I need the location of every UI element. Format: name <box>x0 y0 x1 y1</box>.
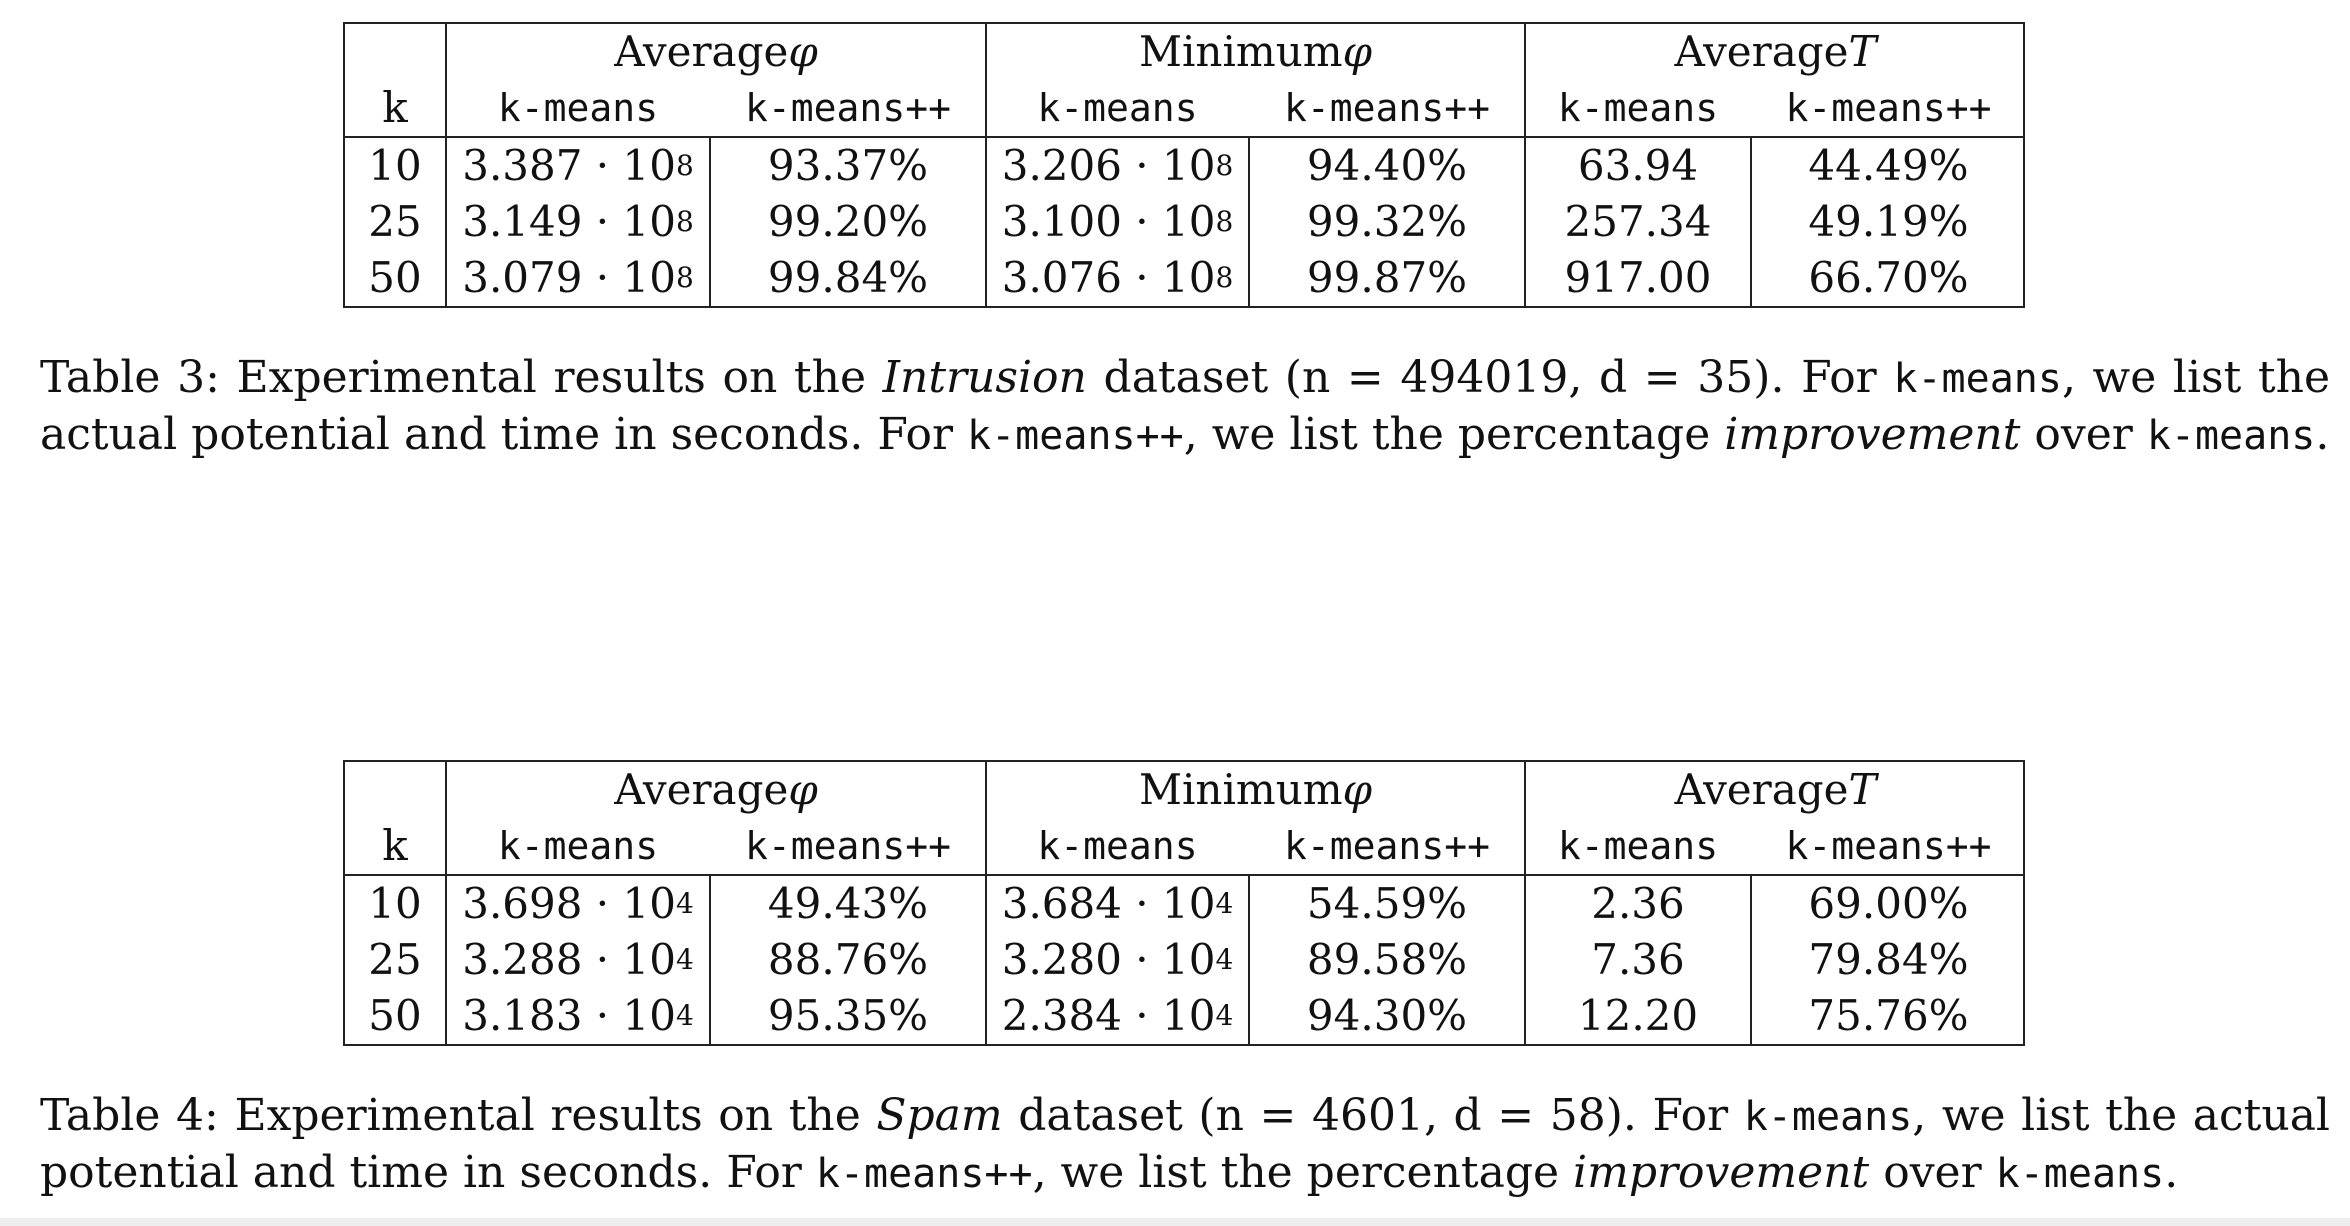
group-header: Average T <box>1674 765 1877 814</box>
avg-phi-kmeanspp: 99.20% <box>767 197 929 246</box>
k-value: 50 <box>368 991 422 1040</box>
table-row: 25 3.288 · 10 4 88.76% 3.280 · 10 4 89.58%… <box>345 932 2023 988</box>
group-header-row: Average φ Minimum φ Average T <box>345 24 2023 80</box>
avg-t-kmeans: 63.94 <box>1577 141 1699 190</box>
k-value: 10 <box>368 879 422 928</box>
column-rule <box>985 762 987 1044</box>
group-header: Minimum φ <box>1138 27 1373 76</box>
k-value: 50 <box>368 253 422 302</box>
avg-phi-kmeanspp: 93.37% <box>767 141 929 190</box>
avg-t-kmeans: 2.36 <box>1591 879 1685 928</box>
column-rule <box>1524 762 1526 1044</box>
sub-header: k-means++ <box>1785 86 1992 130</box>
k-value: 25 <box>368 197 422 246</box>
results-table-spam: Average φ Minimum φ Average T k k-means … <box>343 760 2025 1046</box>
min-phi-kmeanspp: 54.59% <box>1306 879 1468 928</box>
min-phi-kmeanspp: 94.30% <box>1306 991 1468 1040</box>
avg-t-kmeanspp: 66.70% <box>1808 253 1969 302</box>
table-row: 25 3.149 · 10 8 99.20% 3.100 · 10 8 99.32%… <box>345 194 2023 250</box>
sub-header: k-means <box>1037 824 1198 868</box>
column-rule <box>445 762 447 1044</box>
column-rule <box>985 24 987 306</box>
avg-t-kmeans: 12.20 <box>1577 991 1699 1040</box>
avg-phi-kmeanspp: 88.76% <box>767 935 929 984</box>
avg-t-kmeanspp: 69.00% <box>1808 879 1969 928</box>
avg-t-kmeanspp: 49.19% <box>1808 197 1969 246</box>
header-rule <box>345 874 2023 876</box>
results-table-intrusion: Average φ Minimum φ Average T k k-means … <box>343 22 2025 308</box>
min-phi-kmeanspp: 94.40% <box>1306 141 1468 190</box>
min-phi-kmeans: 3.280 · 10 4 <box>1001 935 1234 984</box>
avg-phi-kmeans: 3.183 · 10 4 <box>462 991 694 1040</box>
group-header: Minimum φ <box>1138 765 1373 814</box>
sub-header: k-means <box>497 824 659 868</box>
table-row: 10 3.387 · 10 8 93.37% 3.206 · 10 8 94.40%… <box>345 138 2023 194</box>
group-header: Average T <box>1674 27 1877 76</box>
avg-phi-kmeans: 3.387 · 10 8 <box>462 141 694 190</box>
k-value: 10 <box>368 141 422 190</box>
sub-header: k-means++ <box>1284 86 1490 130</box>
sub-header: k-means <box>1557 824 1719 868</box>
k-header: k <box>382 821 408 870</box>
header-rule <box>345 136 2023 138</box>
k-value: 25 <box>368 935 422 984</box>
avg-phi-kmeanspp: 99.84% <box>767 253 929 302</box>
min-phi-kmeans: 3.076 · 10 8 <box>1001 253 1234 302</box>
column-rule <box>1524 24 1526 306</box>
sub-header: k-means++ <box>1785 824 1992 868</box>
column-rule <box>1750 876 1752 1044</box>
table-row: 50 3.183 · 10 4 95.35% 2.384 · 10 4 94.30%… <box>345 988 2023 1044</box>
min-phi-kmeans: 2.384 · 10 4 <box>1001 991 1234 1040</box>
avg-t-kmeanspp: 75.76% <box>1808 991 1969 1040</box>
sub-header: k-means++ <box>745 824 951 868</box>
column-rule <box>709 138 711 306</box>
sub-header-row: k k-means k-means++ k-means k-means++ k-… <box>345 818 2023 874</box>
avg-phi-kmeans: 3.288 · 10 4 <box>462 935 694 984</box>
min-phi-kmeans: 3.206 · 10 8 <box>1001 141 1234 190</box>
table-caption: Table 4: Experimental results on the Spa… <box>40 1090 2330 1198</box>
k-header: k <box>382 83 408 132</box>
sub-header: k-means++ <box>745 86 951 130</box>
group-header: Average φ <box>614 765 818 814</box>
column-rule <box>1750 138 1752 306</box>
group-header-row: Average φ Minimum φ Average T <box>345 762 2023 818</box>
column-rule <box>1248 138 1250 306</box>
table-row: 10 3.698 · 10 4 49.43% 3.684 · 10 4 54.59%… <box>345 876 2023 932</box>
group-header: Average φ <box>614 27 818 76</box>
min-phi-kmeanspp: 89.58% <box>1306 935 1468 984</box>
avg-t-kmeans: 7.36 <box>1591 935 1685 984</box>
avg-t-kmeanspp: 79.84% <box>1808 935 1969 984</box>
sub-header-row: k k-means k-means++ k-means k-means++ k-… <box>345 80 2023 136</box>
column-rule <box>1248 876 1250 1044</box>
page-edge-shadow <box>0 1218 2350 1226</box>
avg-phi-kmeans: 3.079 · 10 8 <box>462 253 694 302</box>
column-rule <box>445 24 447 306</box>
avg-phi-kmeanspp: 49.43% <box>767 879 929 928</box>
avg-phi-kmeans: 3.149 · 10 8 <box>462 197 694 246</box>
avg-phi-kmeans: 3.698 · 10 4 <box>462 879 694 928</box>
min-phi-kmeanspp: 99.87% <box>1306 253 1468 302</box>
min-phi-kmeanspp: 99.32% <box>1306 197 1468 246</box>
sub-header: k-means <box>497 86 659 130</box>
min-phi-kmeans: 3.100 · 10 8 <box>1001 197 1234 246</box>
table-caption: Table 3: Experimental results on the Int… <box>40 352 2330 460</box>
avg-t-kmeans: 917.00 <box>1564 253 1712 302</box>
avg-t-kmeanspp: 44.49% <box>1808 141 1969 190</box>
min-phi-kmeans: 3.684 · 10 4 <box>1001 879 1234 928</box>
table-row: 50 3.079 · 10 8 99.84% 3.076 · 10 8 99.87%… <box>345 250 2023 306</box>
column-rule <box>709 876 711 1044</box>
avg-t-kmeans: 257.34 <box>1564 197 1712 246</box>
sub-header: k-means <box>1557 86 1719 130</box>
sub-header: k-means++ <box>1284 824 1490 868</box>
sub-header: k-means <box>1037 86 1198 130</box>
avg-phi-kmeanspp: 95.35% <box>767 991 929 1040</box>
